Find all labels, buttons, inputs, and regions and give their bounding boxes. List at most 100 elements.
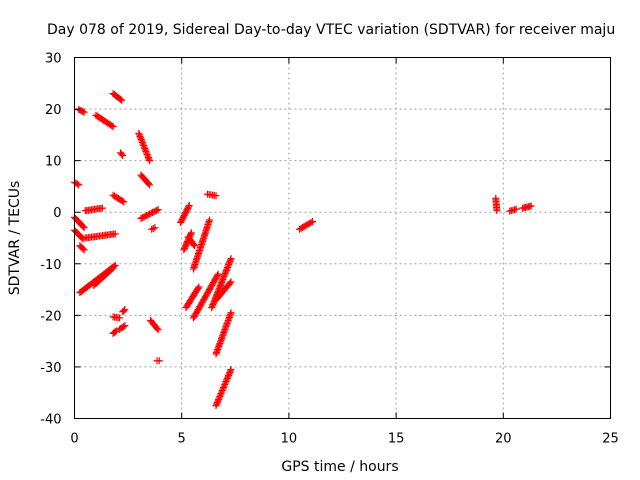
data-point xyxy=(218,388,226,396)
x-tick-label: 25 xyxy=(602,432,619,447)
data-point xyxy=(149,224,157,232)
x-tick-label: 20 xyxy=(495,432,512,447)
data-point xyxy=(151,224,159,232)
data-point xyxy=(121,306,129,314)
data-point xyxy=(121,322,129,330)
y-tick-label: 30 xyxy=(45,52,62,67)
data-point xyxy=(191,242,199,250)
data-point xyxy=(185,202,193,210)
axis-ticks xyxy=(74,57,611,419)
data-point xyxy=(218,387,226,395)
data-point xyxy=(221,379,229,387)
y-tick-label: -30 xyxy=(40,361,61,376)
data-point xyxy=(116,95,124,103)
data-point xyxy=(98,204,106,212)
data-point xyxy=(224,373,232,381)
data-point xyxy=(111,230,119,238)
data-point xyxy=(144,180,152,188)
data-point xyxy=(79,108,87,116)
data-point xyxy=(80,224,88,232)
chart-title: Day 078 of 2019, Sidereal Day-to-day VTE… xyxy=(47,22,615,38)
x-tick-label: 10 xyxy=(281,432,298,447)
data-point xyxy=(212,192,220,200)
data-point xyxy=(213,272,221,280)
data-point xyxy=(184,203,192,211)
data-point xyxy=(215,396,223,404)
data-point xyxy=(108,265,116,273)
data-point xyxy=(118,150,126,158)
data-point xyxy=(80,108,88,116)
data-point xyxy=(119,151,127,159)
tick-labels: 0 5 10 15 20 25 -40 -30 -20 -10 0 10 20 30 xyxy=(40,52,619,447)
data-point xyxy=(222,378,230,386)
data-point xyxy=(225,370,233,378)
data-point xyxy=(195,283,203,291)
data-point xyxy=(73,180,81,188)
data-point xyxy=(194,284,202,292)
data-point xyxy=(227,309,235,317)
data-point xyxy=(75,181,83,189)
data-point xyxy=(154,326,162,334)
data-point xyxy=(527,202,535,210)
data-point xyxy=(214,397,222,405)
data-point xyxy=(213,400,221,408)
data-point xyxy=(220,384,228,392)
data-point xyxy=(120,307,128,315)
data-point xyxy=(120,323,128,331)
data-point xyxy=(116,314,124,322)
y-tick-label: -20 xyxy=(40,309,61,324)
data-point xyxy=(220,382,228,390)
y-tick-label: 10 xyxy=(45,155,62,170)
data-point xyxy=(109,123,117,131)
x-axis-label: GPS time / hours xyxy=(281,459,398,475)
data-point xyxy=(206,216,214,224)
data-point xyxy=(155,357,163,365)
data-point xyxy=(111,328,119,336)
data-point xyxy=(146,157,154,165)
data-point xyxy=(153,324,161,332)
grid xyxy=(74,57,611,419)
data-point xyxy=(307,218,315,226)
data-point xyxy=(108,122,116,130)
data-point xyxy=(214,270,222,278)
data-point xyxy=(215,394,223,402)
data-point xyxy=(226,367,234,375)
data-point xyxy=(225,372,233,380)
data-point xyxy=(79,223,87,231)
data-point xyxy=(223,375,231,383)
data-point xyxy=(190,240,198,248)
y-tick-label: 0 xyxy=(53,206,61,221)
y-tick-label: 20 xyxy=(45,103,62,118)
x-tick-label: 0 xyxy=(70,432,78,447)
data-point xyxy=(308,217,316,225)
data-point xyxy=(226,369,234,377)
data-point xyxy=(120,198,128,206)
data-point xyxy=(80,246,88,254)
data-point xyxy=(226,279,234,287)
data-point xyxy=(109,264,117,272)
plot-frame xyxy=(74,57,611,419)
y-axis-label: SDTVAR / TECUs xyxy=(7,181,23,296)
data-point xyxy=(118,96,126,104)
data-point xyxy=(219,385,227,393)
data-point xyxy=(153,206,161,214)
y-tick-label: -40 xyxy=(40,413,61,428)
data-point xyxy=(154,206,162,214)
data-point xyxy=(227,366,235,374)
data-point xyxy=(118,197,126,205)
data-point xyxy=(216,393,224,401)
data-point xyxy=(148,225,156,233)
data-point xyxy=(112,327,120,335)
data-point xyxy=(493,207,501,215)
data-point xyxy=(146,181,154,189)
x-tick-label: 15 xyxy=(388,432,405,447)
data-point xyxy=(79,245,87,253)
data-point xyxy=(216,391,224,399)
data-point xyxy=(187,229,195,237)
data-point xyxy=(221,381,229,389)
data-point xyxy=(212,402,220,410)
x-tick-label: 5 xyxy=(178,432,186,447)
data-markers xyxy=(71,90,535,410)
data-point xyxy=(227,255,235,263)
